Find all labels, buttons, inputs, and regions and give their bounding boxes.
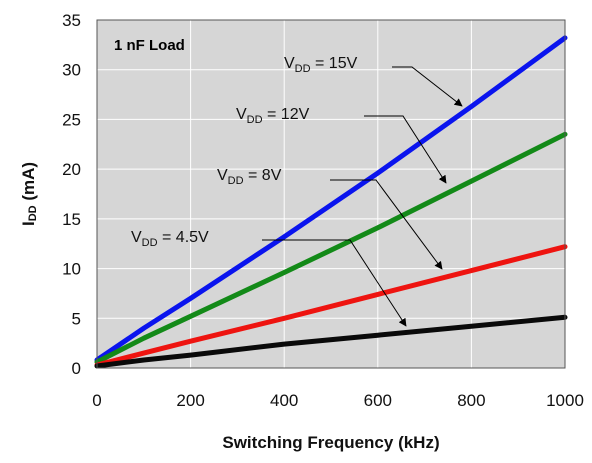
series-pointer-arrow [364, 115, 447, 184]
y-tick-label: 35 [62, 11, 81, 30]
y-tick-label: 0 [72, 359, 81, 378]
y-axis-title: IDD (mA) [19, 162, 39, 226]
series-pointer-arrow [392, 66, 463, 107]
series-layer [94, 35, 568, 369]
y-tick-label: 30 [62, 61, 81, 80]
y-tick-label: 5 [72, 309, 81, 328]
x-tick-label: 0 [92, 391, 101, 410]
series-label: VDD = 15V [284, 55, 358, 75]
y-tick-label: 10 [62, 260, 81, 279]
series-annotations: VDD = 15V VDD = 12V VDD = 8V VDD = 4.5V [131, 55, 463, 327]
x-tick-label: 600 [364, 391, 392, 410]
series-line [94, 314, 568, 369]
load-note: 1 nF Load [114, 37, 185, 54]
series-label: VDD = 4.5V [131, 229, 209, 249]
series-label: VDD = 8V [217, 167, 282, 187]
series-line [94, 244, 568, 368]
series-line [94, 131, 568, 365]
y-tick-label: 20 [62, 160, 81, 179]
tick-labels: 0 5 10 15 20 25 30 35 0 200 400 600 800 1000 [62, 11, 584, 410]
series-pointer-arrow [262, 239, 407, 327]
x-tick-label: 200 [176, 391, 204, 410]
x-tick-label: 800 [457, 391, 485, 410]
y-tick-label: 25 [62, 110, 81, 129]
x-tick-label: 1000 [546, 391, 584, 410]
plot-frame [96, 19, 566, 369]
series-label: VDD = 12V [236, 106, 310, 126]
y-tick-label: 15 [62, 210, 81, 229]
series-pointer-arrow [330, 179, 443, 270]
x-axis-title: Switching Frequency (kHz) [222, 433, 439, 452]
gridlines [97, 20, 565, 368]
series-line [94, 35, 568, 363]
x-tick-label: 400 [270, 391, 298, 410]
